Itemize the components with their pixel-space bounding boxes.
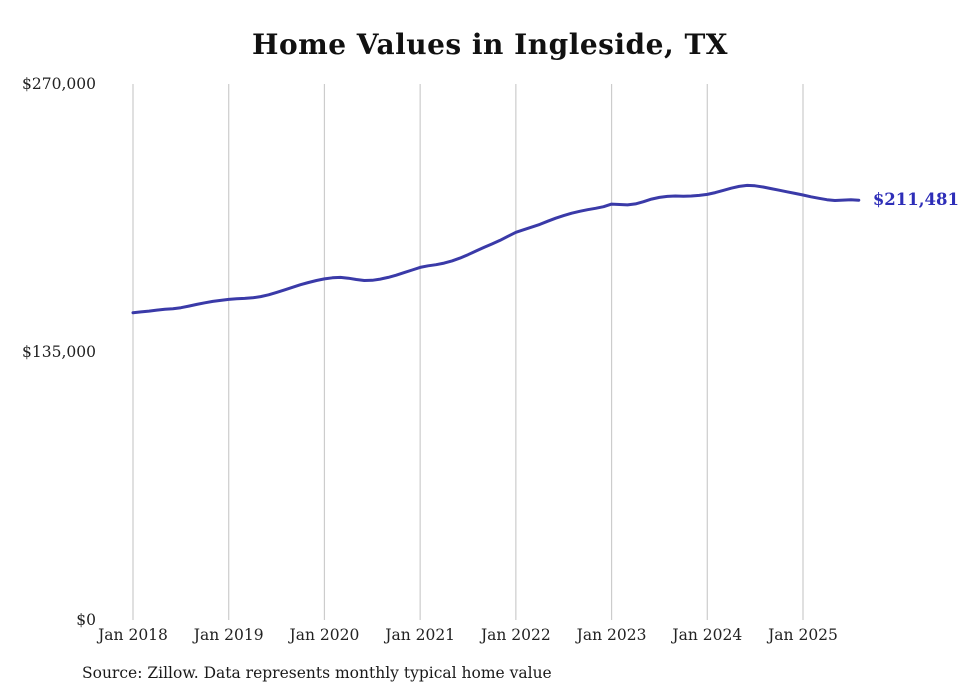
x-tick-label: Jan 2022 <box>479 626 551 644</box>
x-tick-label: Jan 2018 <box>96 626 168 644</box>
chart-title: Home Values in Ingleside, TX <box>251 28 728 61</box>
y-tick-label: $270,000 <box>22 75 96 93</box>
source-note: Source: Zillow. Data represents monthly … <box>82 664 552 682</box>
x-tick-label: Jan 2025 <box>766 626 838 644</box>
y-tick-label: $0 <box>76 611 96 629</box>
x-tick-label: Jan 2021 <box>383 626 455 644</box>
x-tick-label: Jan 2020 <box>288 626 360 644</box>
current-value-label: $211,481 <box>873 190 959 209</box>
value-line <box>131 183 861 315</box>
x-tick-label: Jan 2024 <box>670 626 742 644</box>
x-tick-label: Jan 2019 <box>192 626 264 644</box>
x-tick-label: Jan 2023 <box>575 626 647 644</box>
y-tick-label: $135,000 <box>22 343 96 361</box>
